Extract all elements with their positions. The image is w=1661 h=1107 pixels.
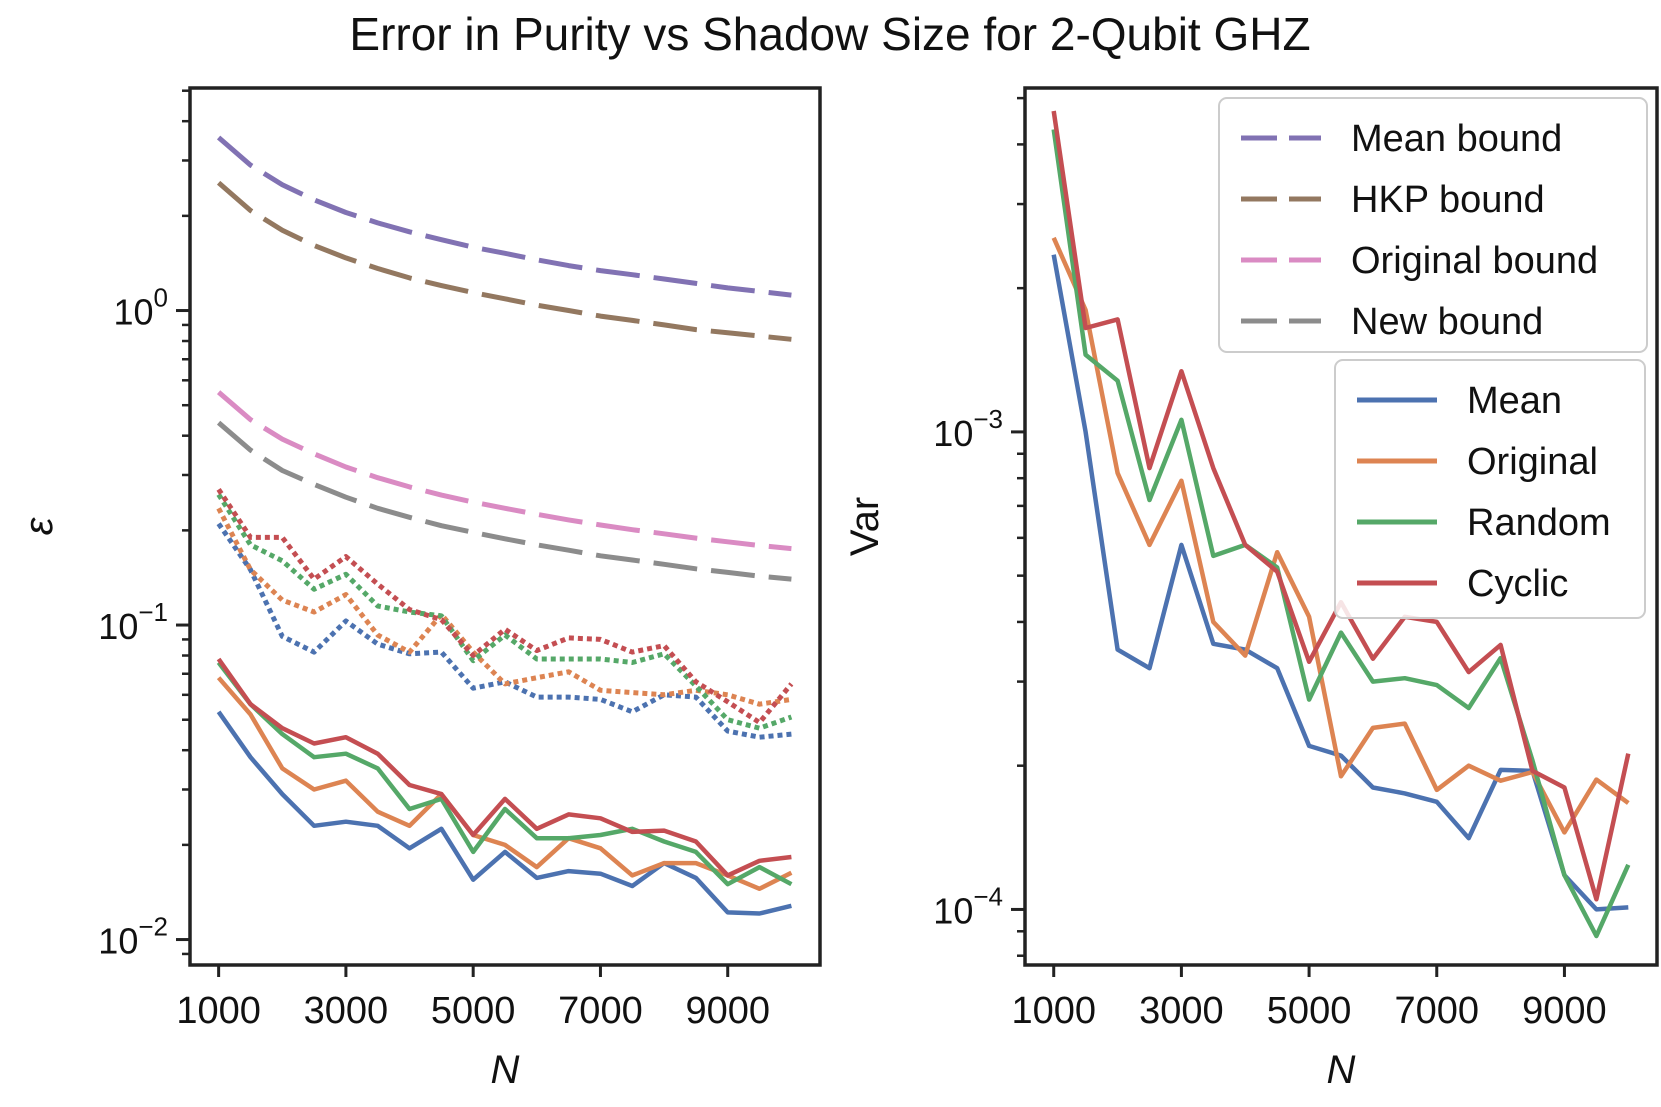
- left-line-original-max: [216, 507, 792, 707]
- legend-estimators-label-cyclic: Cyclic: [1467, 563, 1568, 605]
- left-xtick-label: 9000: [685, 990, 770, 1032]
- right-ylabel: Var: [843, 497, 887, 556]
- right-xtick-label: 5000: [1267, 990, 1352, 1032]
- left-line-cyclic-max: [216, 488, 794, 725]
- left-line-original: [216, 676, 793, 892]
- legend-estimators-label-random: Random: [1467, 502, 1611, 544]
- left-line-random: [216, 661, 793, 887]
- legend-estimators-label-mean: Mean: [1467, 380, 1562, 422]
- right-xtick-label: 1000: [1011, 990, 1096, 1032]
- right-xtick-label: 9000: [1522, 990, 1607, 1032]
- figure-title: Error in Purity vs Shadow Size for 2-Qub…: [349, 8, 1310, 60]
- left-xtick-label: 1000: [176, 990, 261, 1032]
- left-axes-frame: [188, 86, 822, 967]
- legend-estimators: Mean Original Random Cyclic: [1334, 359, 1646, 619]
- left-ytick-label: 10−1: [98, 597, 168, 647]
- left-line-mean-max: [216, 522, 792, 740]
- left-xtick-label: 3000: [304, 990, 389, 1032]
- legend-bounds-label-original-bound: Original bound: [1351, 240, 1598, 282]
- legend-estimators-frame: [1334, 359, 1646, 619]
- left-xlabel: N: [491, 1048, 520, 1092]
- left-xtick-label: 7000: [558, 990, 643, 1032]
- right-ytick-label: 10−3: [933, 404, 1003, 454]
- left-ytick-label: 10−2: [98, 912, 168, 962]
- legend-bounds: Mean bound HKP bound Original bound New bou…: [1218, 97, 1648, 353]
- left-line-mean-bound: [216, 135, 792, 298]
- right-ytick-label: 10−4: [933, 881, 1003, 931]
- left-line-mean: [216, 710, 792, 916]
- right-xlabel: N: [1327, 1048, 1356, 1092]
- legend-bounds-label-new-bound: New bound: [1351, 301, 1543, 343]
- left-line-original-bound: [216, 390, 792, 552]
- legend-bounds-label-hkp-bound: HKP bound: [1351, 179, 1545, 221]
- left-line-cyclic: [216, 657, 792, 878]
- left-ytick-label: 100: [113, 283, 168, 333]
- left-line-hkp-bound: [216, 180, 792, 342]
- left-series-group: [216, 135, 794, 916]
- legend-estimators-label-original: Original: [1467, 441, 1598, 483]
- left-xtick-label: 5000: [431, 990, 516, 1032]
- right-axes-frame: [1023, 86, 1659, 967]
- right-xtick-label: 7000: [1394, 990, 1479, 1032]
- left-line-new-bound: [216, 420, 792, 582]
- legend-bounds-frame: [1218, 97, 1648, 353]
- right-line-random: [1051, 129, 1631, 939]
- left-line-random-max: [216, 493, 793, 731]
- left-ylabel: ε: [17, 516, 61, 535]
- right-xtick-label: 3000: [1139, 990, 1224, 1032]
- left-axes: 1000 3000 5000 7000 9000 10−2 10−1 100 Nε: [17, 86, 822, 1092]
- legend-bounds-label-mean-bound: Mean bound: [1351, 118, 1562, 160]
